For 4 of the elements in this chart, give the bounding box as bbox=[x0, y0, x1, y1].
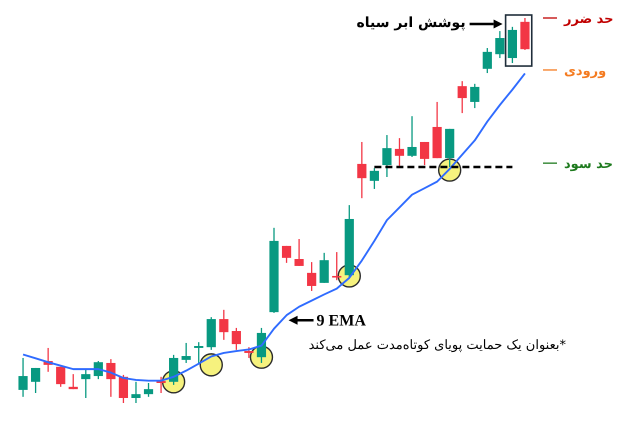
annotation: *بعنوان یک حمایت پویای کوتاه‌مدت عمل می‌کند bbox=[308, 338, 566, 353]
series-name: 9 EMA bbox=[316, 312, 366, 330]
annotation: پوشش ابر سیاه bbox=[356, 15, 466, 31]
point bbox=[200, 353, 223, 377]
